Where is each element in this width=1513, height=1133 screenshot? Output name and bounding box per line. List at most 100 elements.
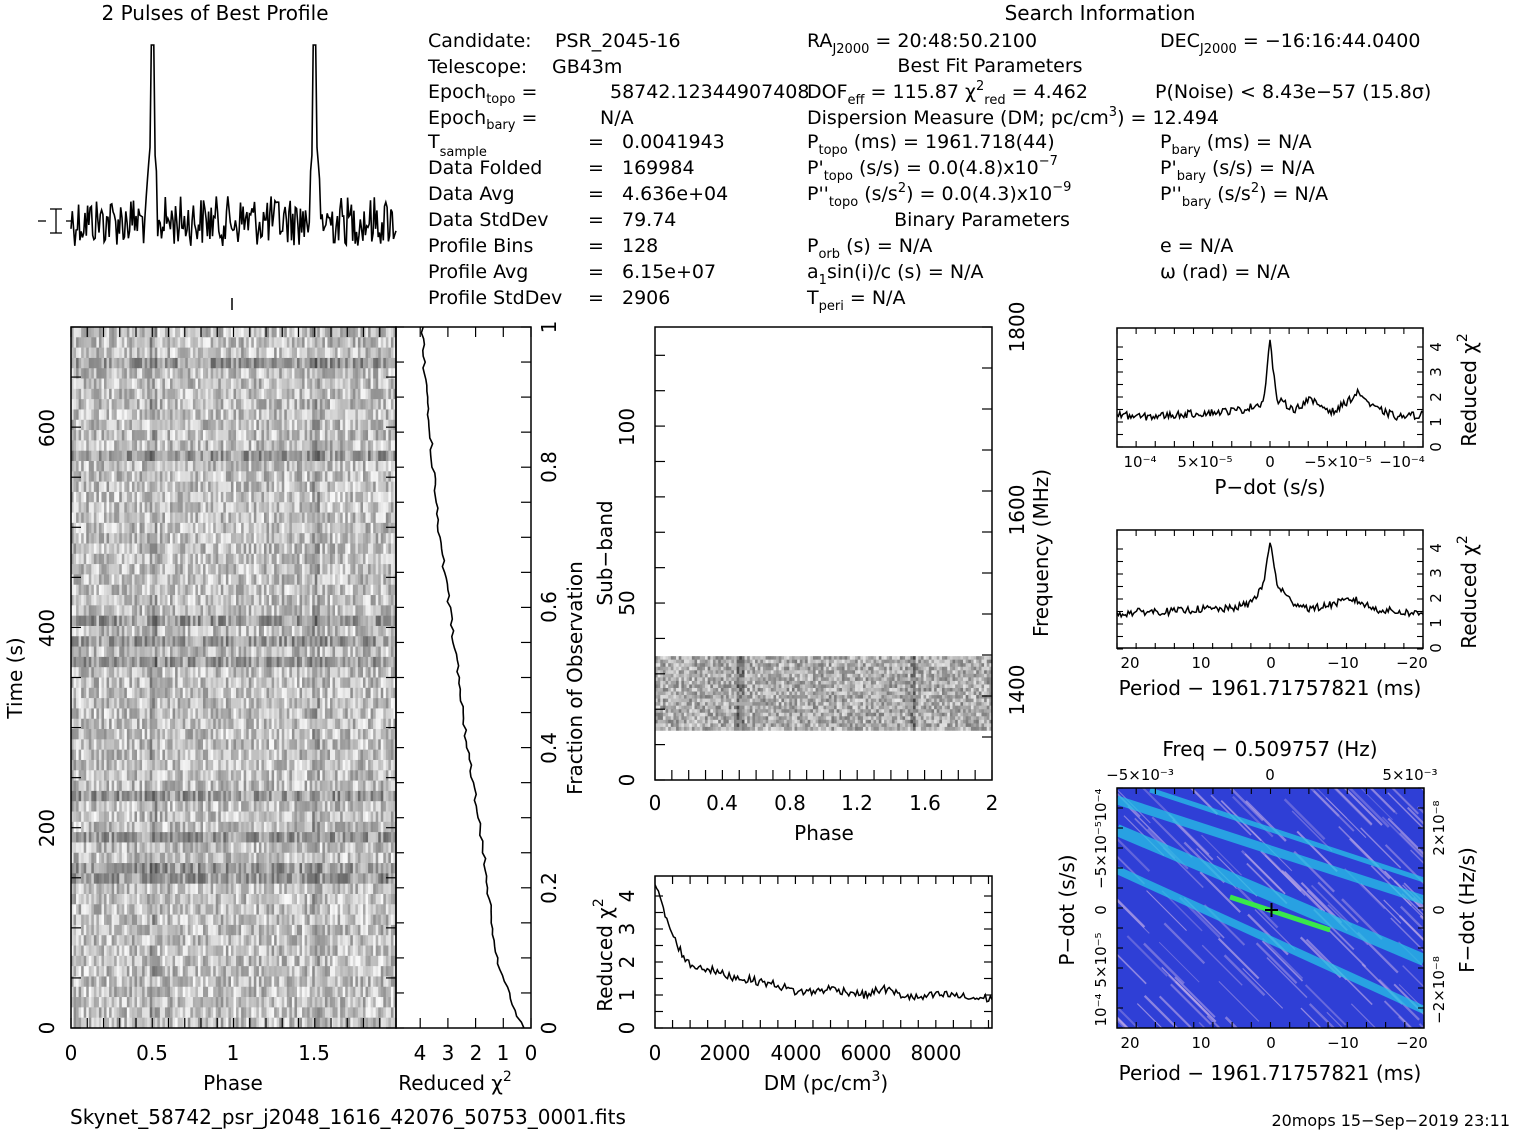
tp-cell	[284, 584, 288, 596]
tp-cell	[291, 553, 295, 565]
tp-cell	[271, 512, 275, 524]
tp-cell	[203, 522, 206, 534]
tp-cell	[142, 708, 145, 720]
tp-cell	[218, 450, 222, 462]
tp-cell	[83, 512, 87, 524]
tp-cell	[223, 687, 227, 699]
tp-cell	[312, 347, 316, 359]
tp-cell	[368, 656, 371, 668]
tp-cell	[266, 388, 270, 400]
tp-cell	[88, 605, 92, 616]
tp-cell	[362, 440, 366, 452]
tp-cell	[164, 337, 168, 348]
tp-cell	[230, 409, 234, 421]
pddot-bary-value: N/A	[1295, 183, 1329, 205]
tp-cell	[187, 409, 191, 421]
tp-cell	[175, 347, 178, 359]
tp-cell	[109, 615, 112, 627]
tp-cell	[144, 491, 148, 503]
tp-cell	[350, 357, 354, 369]
tp-cell	[111, 698, 115, 709]
tp-cell	[314, 378, 318, 390]
tp-cell	[215, 656, 219, 668]
tp-cell	[142, 502, 145, 513]
tp-cell	[329, 543, 333, 555]
tp-cell	[195, 615, 199, 627]
info-label-telescope: Telescope:	[427, 56, 527, 78]
tp-cell	[246, 502, 250, 513]
tp-cell	[215, 708, 219, 720]
tp-cell	[187, 440, 191, 452]
tp-cell	[195, 625, 199, 637]
tp-cell	[106, 533, 110, 544]
tp-cell	[177, 605, 181, 616]
tp-cell	[109, 698, 112, 709]
tp-cell	[91, 327, 95, 338]
tp-cell	[266, 564, 270, 575]
tp-cell	[129, 419, 133, 431]
tp-cell	[253, 667, 257, 678]
tp-cell	[355, 687, 359, 699]
tp-cell	[106, 718, 110, 730]
tp-cell	[248, 450, 252, 462]
tp-cell	[96, 636, 100, 647]
tp-cell	[142, 512, 145, 524]
tp-cell	[104, 605, 107, 616]
tp-cell	[390, 347, 394, 359]
tp-cell	[180, 615, 184, 627]
tp-cell	[182, 564, 186, 575]
tp-cell	[286, 522, 290, 534]
tp-cell	[119, 347, 123, 359]
tp-cell	[304, 461, 308, 472]
tp-cell	[236, 646, 239, 658]
tp-cell	[309, 368, 313, 379]
tp-cell	[114, 605, 117, 616]
tp-cell	[172, 357, 176, 369]
tp-cell	[352, 440, 356, 452]
tp-cell	[116, 419, 120, 431]
tp-cell	[314, 430, 318, 441]
tp-cell	[291, 378, 295, 390]
tp-cell	[88, 698, 92, 709]
tp-cell	[124, 708, 128, 720]
tp-cell	[121, 615, 125, 627]
tp-cell	[177, 327, 181, 338]
tp-cell	[327, 605, 331, 616]
tp-cell	[200, 450, 204, 462]
tp-cell	[271, 368, 275, 379]
tp-cell	[139, 615, 143, 627]
tp-cell	[393, 677, 397, 689]
tp-cell	[281, 687, 285, 699]
tp-cell	[314, 327, 318, 338]
tp-cell	[246, 357, 250, 369]
tp-cell	[256, 522, 260, 534]
tp-cell	[96, 677, 100, 689]
tp-cell	[185, 698, 189, 709]
tp-cell	[190, 502, 194, 513]
tp-cell	[147, 512, 151, 524]
tp-cell	[253, 337, 257, 348]
tp-cell	[258, 399, 262, 410]
tp-cell	[342, 687, 346, 699]
tp-cell	[345, 368, 349, 379]
tp-cell	[78, 595, 82, 606]
tp-cell	[319, 327, 323, 338]
tp-cell	[380, 698, 384, 709]
tp-cell	[104, 430, 107, 441]
tp-cell	[284, 430, 288, 441]
tp-cell	[309, 409, 313, 421]
tp-cell	[256, 574, 260, 586]
tp-cell	[253, 543, 257, 555]
tp-cell	[357, 698, 361, 709]
tp-cell	[350, 708, 354, 720]
tp-cell	[289, 677, 293, 689]
tp-cell	[266, 708, 270, 720]
tp-cell	[266, 522, 270, 534]
tp-cell	[385, 461, 389, 472]
tp-cell	[162, 667, 166, 678]
tp-cell	[104, 615, 107, 627]
tp-cell	[375, 543, 379, 555]
tp-cell	[185, 574, 189, 586]
tp-cell	[236, 605, 239, 616]
tp-cell	[253, 491, 257, 503]
